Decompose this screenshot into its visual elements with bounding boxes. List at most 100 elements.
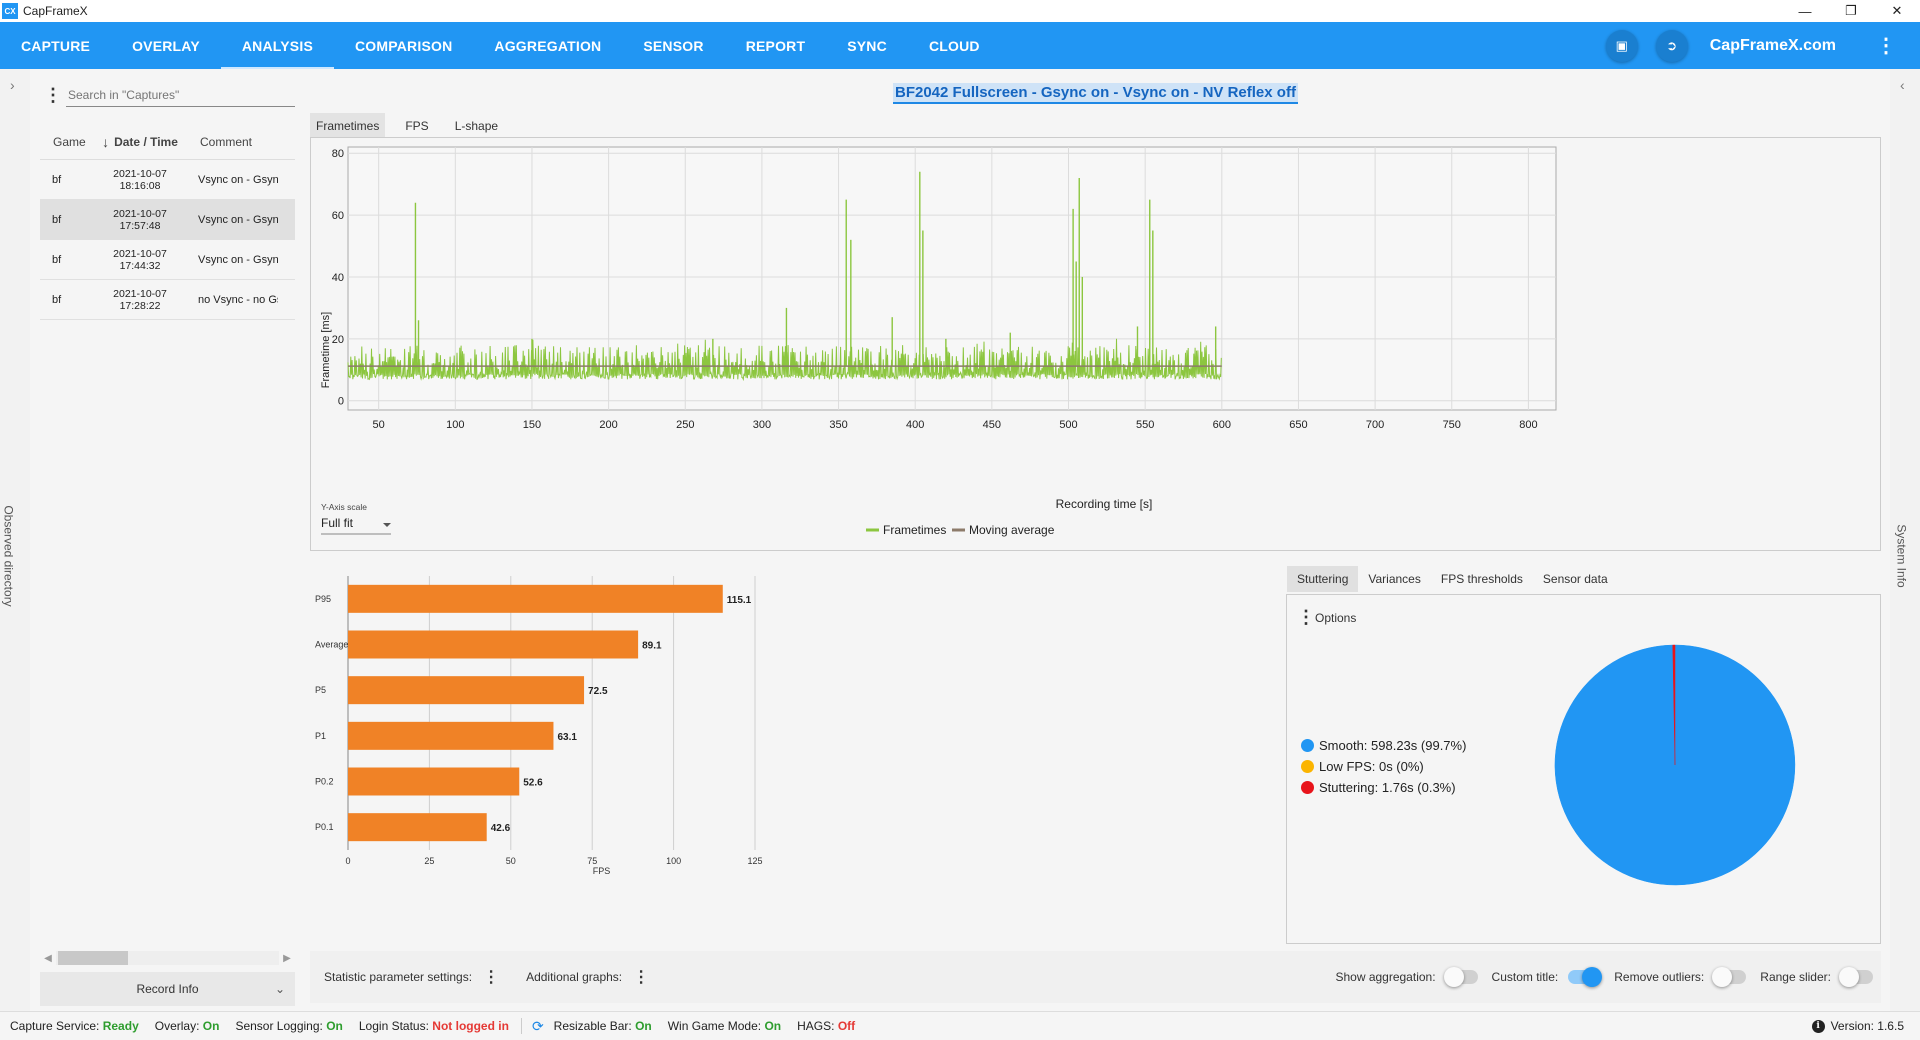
x-tick-label: 650 — [1289, 419, 1307, 431]
tab-fps[interactable]: FPS — [405, 119, 429, 133]
dropdown-arrow-icon[interactable] — [383, 523, 391, 527]
x-tick-label: 200 — [599, 419, 617, 431]
chevron-left-icon[interactable]: ‹ — [1900, 77, 1905, 93]
bar-x-tick-label: 125 — [747, 856, 762, 866]
column-header-comment[interactable]: Comment — [200, 134, 253, 149]
column-header-game[interactable]: Game — [53, 134, 86, 149]
scroll-right-icon[interactable]: ▶ — [283, 952, 291, 964]
sort-descending-icon: ↓ — [102, 133, 110, 150]
tab-report[interactable]: REPORT — [745, 37, 806, 54]
stuttering-pie-chart[interactable] — [1545, 635, 1805, 895]
website-link[interactable]: CapFrameX.com — [1709, 36, 1836, 54]
list-item[interactable]: bf 2021-10-07 17:57:48 Vsync on - Gsync — [40, 200, 295, 240]
legend-item-smooth: Smooth: 598.23s (99.7%) — [1301, 735, 1466, 756]
refresh-icon[interactable]: ⟳ — [531, 1017, 544, 1034]
options-row[interactable]: ⋮ Options — [1297, 607, 1356, 628]
scrollbar-track[interactable] — [56, 951, 279, 965]
captures-menu-icon[interactable]: ⋮ — [44, 84, 62, 105]
login-icon[interactable]: ➲ — [1655, 29, 1688, 62]
bar[interactable] — [348, 676, 585, 705]
tab-aggregation[interactable]: AGGREGATION — [494, 37, 602, 54]
bar-value-label: 115.1 — [727, 595, 752, 606]
bar[interactable] — [348, 721, 554, 750]
more-options-icon[interactable]: ⋮ — [1876, 35, 1896, 57]
remove-outliers-toggle[interactable] — [1712, 967, 1747, 987]
window-controls: — ❐ ✕ — [1782, 0, 1920, 22]
chart-tabs: Frametimes FPS L-shape — [310, 113, 518, 139]
bar[interactable] — [348, 767, 520, 796]
bar-x-axis-label: FPS — [593, 866, 611, 876]
minimize-icon[interactable]: — — [1798, 3, 1812, 19]
capture-date: 2021-10-07 — [113, 247, 167, 260]
tab-capture[interactable]: CAPTURE — [21, 37, 91, 54]
x-tick-label: 100 — [446, 419, 464, 431]
tab-cloud[interactable]: CLOUD — [928, 37, 980, 54]
pie-slice-stuttering[interactable] — [1672, 644, 1676, 766]
game-mode-value: On — [764, 1019, 782, 1033]
resizable-bar-value: On — [635, 1019, 652, 1033]
tab-fps-thresholds[interactable]: FPS thresholds — [1440, 572, 1523, 586]
range-slider-toggle[interactable] — [1839, 967, 1873, 987]
bar[interactable] — [348, 630, 639, 659]
analysis-settings-bar: Statistic parameter settings: ⋮ Addition… — [310, 951, 1881, 1003]
x-tick-label: 700 — [1366, 419, 1384, 431]
list-item[interactable]: bf 2021-10-07 18:16:08 Vsync on - Gsync — [40, 160, 295, 200]
tab-sensor[interactable]: SENSOR — [643, 37, 704, 54]
options-menu-icon[interactable]: ⋮ — [1297, 607, 1315, 627]
tab-analysis[interactable]: ANALYSIS — [221, 22, 334, 69]
info-icon[interactable]: i — [1811, 1019, 1825, 1033]
show-aggregation-toggle[interactable] — [1443, 967, 1478, 987]
fps-statistics-bar-chart[interactable]: 0 25 50 75 100 125 FPS P95 115.1 Average 89.1 P5 72.… — [310, 562, 1295, 937]
x-tick-label: 300 — [753, 419, 771, 431]
frametime-chart[interactable]: 50 100 150 200 250 300 350 400 450 500 550 600 650 70… — [311, 138, 1882, 552]
hags-value: Off — [837, 1019, 856, 1033]
observed-directory-strip[interactable]: › Observed directory — [0, 69, 30, 1011]
bar[interactable] — [348, 813, 487, 842]
record-info-expander[interactable]: Record Info ⌄ — [40, 972, 295, 1006]
tab-comparison[interactable]: COMPARISON — [354, 37, 453, 54]
additional-graphs-menu-icon[interactable]: ⋮ — [633, 969, 650, 986]
bar[interactable] — [348, 584, 723, 613]
tab-sync[interactable]: SYNC — [847, 37, 887, 54]
status-separator — [520, 1018, 522, 1034]
statistic-settings-menu-icon[interactable]: ⋮ — [483, 969, 500, 986]
additional-graphs-label: Additional graphs: — [526, 970, 623, 984]
tab-overlay[interactable]: OVERLAY — [132, 37, 200, 54]
scrollbar-thumb[interactable] — [58, 951, 128, 965]
chevron-right-icon[interactable]: › — [10, 77, 15, 93]
chart-title[interactable]: BF2042 Fullscreen - Gsync on - Vsync on … — [893, 83, 1298, 104]
system-info-strip[interactable]: ‹ System Info — [1890, 69, 1920, 1011]
system-info-label[interactable]: System Info — [1894, 524, 1909, 588]
y-tick-label: 0 — [338, 396, 344, 408]
capture-date: 2021-10-07 — [113, 207, 167, 220]
analysis-main: BF2042 Fullscreen - Gsync on - Vsync on … — [300, 69, 1890, 1011]
captures-horizontal-scrollbar[interactable]: ◀ ▶ — [40, 949, 295, 967]
y-axis-scale-value[interactable]: Full fit — [321, 516, 354, 530]
capture-datetime: 2021-10-07 18:16:08 — [90, 168, 190, 192]
sensor-logging-value: On — [326, 1019, 343, 1033]
tab-variances[interactable]: Variances — [1368, 572, 1421, 586]
tab-sensor-data[interactable]: Sensor data — [1542, 572, 1608, 586]
scroll-left-icon[interactable]: ◀ — [44, 952, 52, 964]
tab-l-shape[interactable]: L-shape — [454, 119, 499, 133]
restore-icon[interactable]: ❐ — [1845, 3, 1857, 18]
smooth-dot-icon — [1301, 739, 1314, 752]
legend-frametimes: Frametimes — [883, 523, 946, 537]
column-header-date[interactable]: ↓ Date / Time — [90, 134, 190, 150]
y-axis-label: Frametime [ms] — [320, 312, 332, 388]
captures-search-input[interactable] — [66, 83, 295, 107]
search-row: ⋮ — [40, 79, 295, 111]
x-tick-label: 450 — [983, 419, 1001, 431]
custom-title-toggle[interactable] — [1568, 967, 1603, 987]
tab-stuttering[interactable]: Stuttering — [1287, 566, 1359, 592]
list-item[interactable]: bf 2021-10-07 17:44:32 Vsync on - Gsync — [40, 240, 295, 280]
captures-panel: ⋮ Game ↓ Date / Time Comment bf 2021-10-… — [30, 69, 300, 1011]
analysis-right-tabs: Stuttering Variances FPS thresholds Sens… — [1287, 566, 1618, 592]
observed-directory-label[interactable]: Observed directory — [1, 505, 16, 607]
login-status: Login Status: Not logged in — [359, 1019, 509, 1033]
window-title: CapFrameX — [23, 4, 88, 18]
screenshot-icon[interactable]: ▣ — [1605, 29, 1638, 62]
close-icon[interactable]: ✕ — [1891, 3, 1903, 18]
tab-frametimes[interactable]: Frametimes — [310, 113, 386, 139]
